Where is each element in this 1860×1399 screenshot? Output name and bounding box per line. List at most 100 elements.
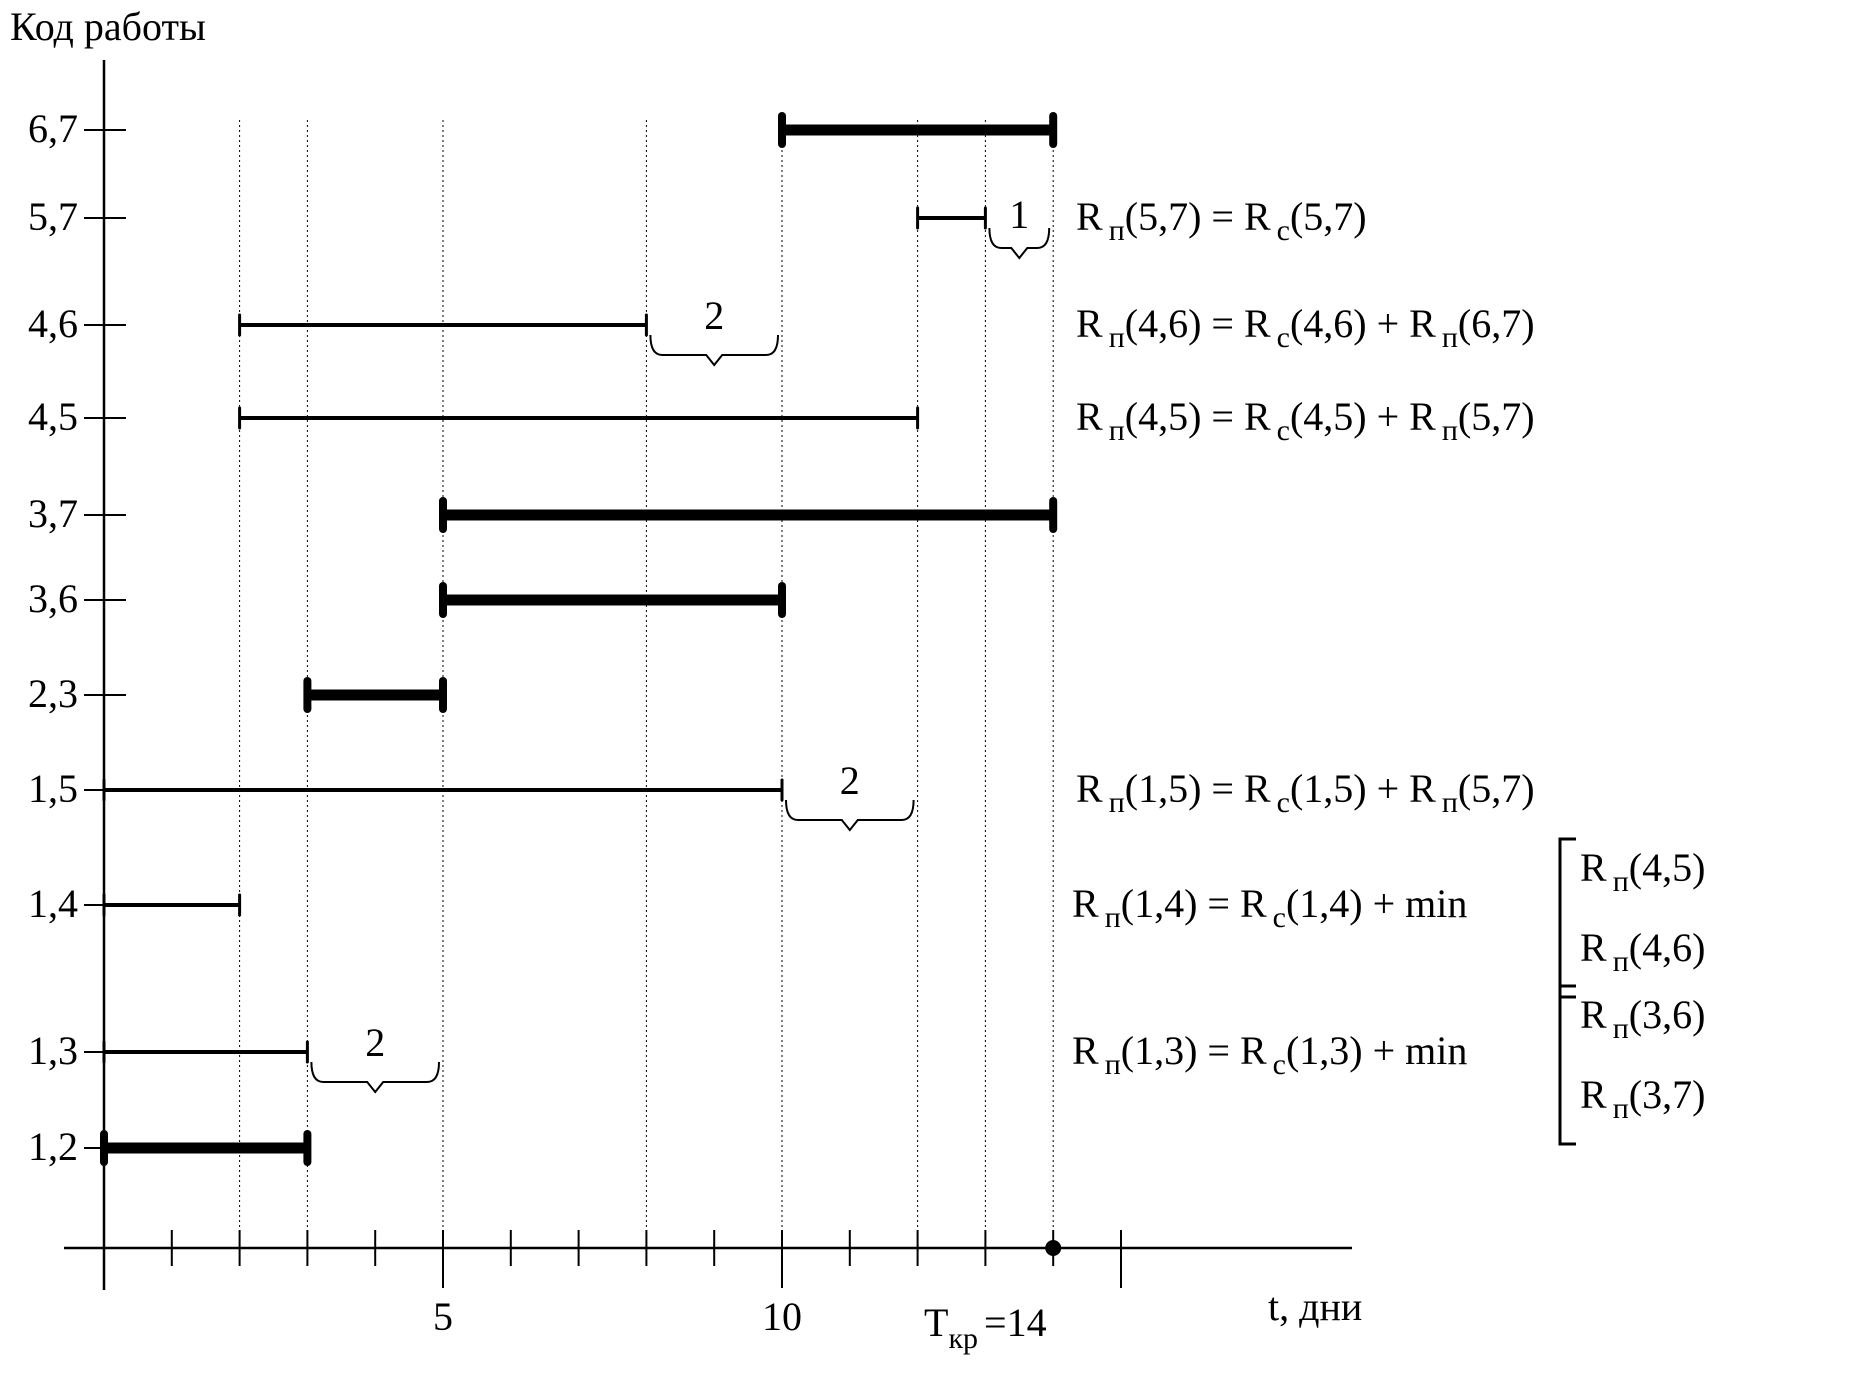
formula-subscript: п (1442, 786, 1458, 819)
reserve-braces: 1 2 2 2 (310, 192, 1051, 1094)
formula-text: (1,5) + R (1290, 766, 1436, 811)
formula-text: R (1580, 992, 1607, 1037)
formula-text: (4,5) + R (1290, 394, 1436, 439)
formula-text: = R (1197, 881, 1267, 926)
formula-subscript: с (1277, 414, 1290, 447)
reserve-label: 2 (704, 293, 724, 338)
formula-text: (5,7) (1290, 194, 1367, 239)
formula-text: R (1076, 194, 1103, 239)
reserve-brace (310, 1061, 440, 1094)
formula-text: R (1076, 766, 1103, 811)
formula-text: (5,7) (1458, 394, 1535, 439)
y-tick-label: 1,4 (28, 881, 78, 926)
y-tick-label: 5,7 (28, 194, 78, 239)
reserve-brace (785, 799, 915, 832)
formula-text: R (1076, 394, 1103, 439)
formula-text: (4,5) (1125, 394, 1202, 439)
formula-subscript: с (1273, 1048, 1286, 1081)
y-axis-label: Код работы (10, 4, 206, 49)
y-tick-label: 4,5 (28, 394, 78, 439)
x-ticks: 5 10 (103, 1230, 1122, 1339)
formula-subscript: с (1273, 901, 1286, 934)
formula-subscript: п (1109, 214, 1125, 247)
formula-text: (4,6) + R (1290, 301, 1436, 346)
formula-text: (6,7) (1458, 301, 1535, 346)
formula-text: R (1580, 845, 1607, 890)
reserve-label: 2 (840, 758, 860, 803)
formula-text: R (1580, 925, 1607, 970)
formula-subscript: п (1613, 1092, 1629, 1125)
formula-subscript: п (1442, 321, 1458, 354)
formula-text: (1,4) + min (1286, 881, 1467, 926)
formula-text: = R (1201, 194, 1271, 239)
y-tick-label: 2,3 (28, 671, 78, 716)
formula-text: (4,6) (1125, 301, 1202, 346)
critical-time-marker (1045, 1240, 1062, 1256)
formula-subscript: с (1277, 321, 1290, 354)
y-tick-label: 1,2 (28, 1124, 78, 1169)
formula-text: R (1580, 1072, 1607, 1117)
formula-text: (5,7) (1125, 194, 1202, 239)
formula-text: (4,5) (1629, 845, 1706, 890)
formula-subscript: с (1277, 214, 1290, 247)
x-axis-label: t, дни (1268, 1284, 1362, 1329)
y-tick-label: 6,7 (28, 106, 78, 151)
guide-lines (239, 120, 1054, 1248)
formula-subscript: п (1109, 786, 1125, 819)
formula-text: (1,3) + min (1286, 1028, 1467, 1073)
formula-text: (3,7) (1629, 1072, 1706, 1117)
y-tick-label: 1,3 (28, 1028, 78, 1073)
axes (64, 60, 1352, 1290)
critical-time-symbol: T (924, 1300, 948, 1345)
y-tick-label: 1,5 (28, 766, 78, 811)
formula-text: (1,4) (1121, 881, 1198, 926)
min-bracket (1558, 984, 1576, 1146)
formula-subscript: п (1109, 321, 1125, 354)
formula-text: = R (1201, 766, 1271, 811)
formula-text: (4,6) (1629, 925, 1706, 970)
formula-text: = R (1201, 301, 1271, 346)
formula-subscript: п (1105, 901, 1121, 934)
formula-subscript: п (1442, 414, 1458, 447)
critical-time-value: =14 (984, 1300, 1047, 1345)
critical-time-label: Tкр =14 (924, 1300, 1047, 1355)
formula-subscript: п (1613, 1012, 1629, 1045)
formula-text: (1,3) (1121, 1028, 1198, 1073)
formula-subscript: п (1109, 414, 1125, 447)
formula-subscript: п (1613, 945, 1629, 978)
formula-text: (1,5) (1125, 766, 1202, 811)
reserve-brace (649, 334, 779, 367)
formula-subscript: с (1277, 786, 1290, 819)
formula-text: = R (1197, 1028, 1267, 1073)
y-tick-label: 4,6 (28, 301, 78, 346)
formula-text: (3,6) (1629, 992, 1706, 1037)
y-tick-label: 3,6 (28, 576, 78, 621)
x-tick-label: 5 (433, 1294, 453, 1339)
reserve-label: 2 (365, 1020, 385, 1065)
formula-text: R (1076, 301, 1103, 346)
y-tick-label: 3,7 (28, 491, 78, 536)
reserve-label: 1 (1009, 192, 1029, 237)
formula-subscript: п (1613, 865, 1629, 898)
min-bracket (1558, 837, 1576, 999)
y-ticks: 6,7 5,7 4,6 4,5 3,7 3,6 2,3 1,5 1,4 1,3 1,2 (28, 106, 126, 1169)
task-bars (100, 112, 1058, 1166)
svg-text:Tкр=14: Tкр =14 (924, 1300, 1047, 1355)
formula-text: R (1072, 1028, 1099, 1073)
formula-text: = R (1201, 394, 1271, 439)
critical-time-subscript: кр (948, 1322, 978, 1355)
x-tick-label: 10 (762, 1294, 802, 1339)
